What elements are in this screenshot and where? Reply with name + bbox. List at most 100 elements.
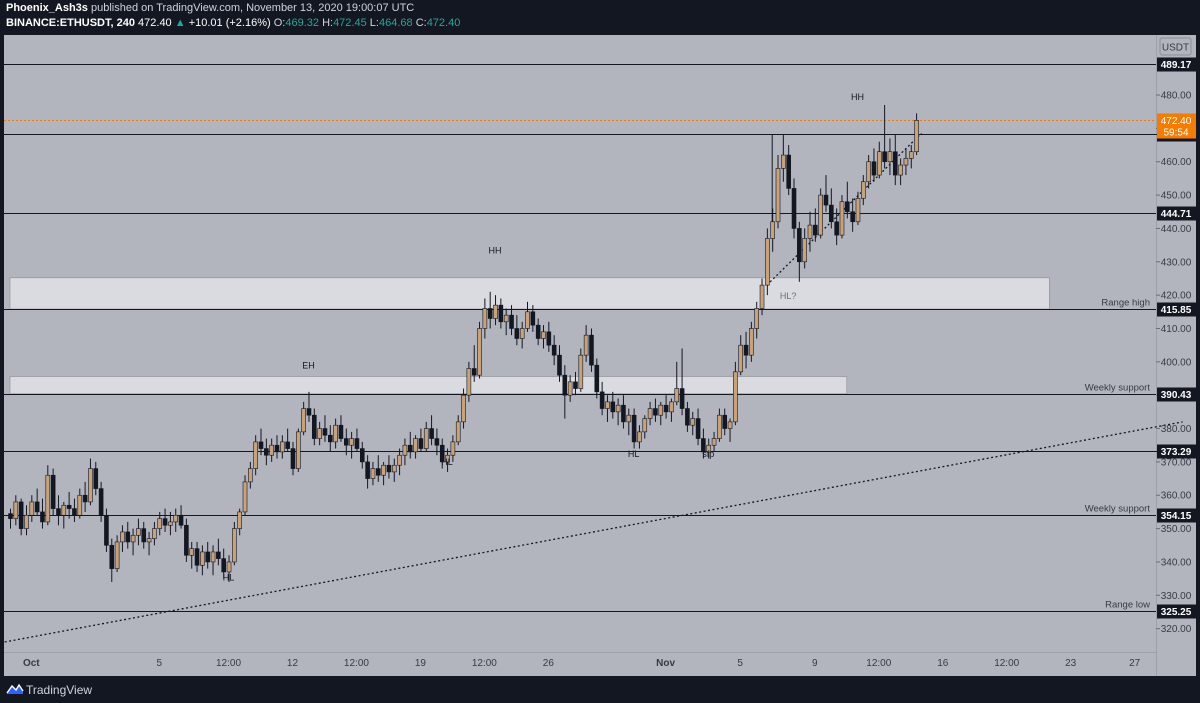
candle-body[interactable]	[418, 438, 424, 449]
candle-body[interactable]	[509, 314, 514, 329]
candle-body[interactable]	[210, 551, 216, 563]
annotation-label[interactable]: HH	[489, 245, 502, 255]
candle-body[interactable]	[674, 388, 680, 403]
candle-body[interactable]	[386, 464, 392, 473]
candle-body[interactable]	[338, 424, 344, 439]
candle-body[interactable]	[493, 304, 498, 319]
candle-body[interactable]	[88, 468, 93, 503]
candle-body[interactable]	[226, 561, 232, 573]
candle-body[interactable]	[535, 324, 541, 339]
candle-body[interactable]	[850, 211, 855, 223]
candle-body[interactable]	[807, 224, 813, 239]
candle-body[interactable]	[711, 438, 717, 446]
candle-body[interactable]	[855, 198, 861, 223]
candle-body[interactable]	[898, 164, 903, 176]
candle-body[interactable]	[679, 388, 685, 409]
candle-body[interactable]	[706, 444, 712, 453]
candle-body[interactable]	[642, 418, 648, 433]
candle-body[interactable]	[626, 414, 632, 423]
candle-body[interactable]	[216, 551, 221, 559]
candle-body[interactable]	[882, 151, 887, 163]
annotation-label[interactable]: HH	[851, 92, 864, 102]
candle-body[interactable]	[130, 534, 136, 543]
time-axis[interactable]: Oct 5 12:00 12 12:00 19 12:00 26 Nov 5 9 12:00 16 12:…	[23, 658, 1141, 669]
candle-body[interactable]	[749, 328, 754, 356]
candle-body[interactable]	[173, 514, 179, 523]
candle-body[interactable]	[232, 528, 237, 563]
candle-body[interactable]	[439, 444, 445, 463]
currency-button[interactable]	[1159, 37, 1192, 56]
candle-body[interactable]	[871, 161, 877, 176]
candle-body[interactable]	[29, 501, 35, 516]
candle-body[interactable]	[860, 181, 866, 199]
candle-body[interactable]	[717, 414, 722, 439]
candle-body[interactable]	[136, 528, 141, 536]
candle-body[interactable]	[908, 151, 914, 159]
candle-body[interactable]	[301, 408, 306, 433]
candle-body[interactable]	[296, 431, 301, 469]
candle-body[interactable]	[573, 381, 578, 389]
candle-body[interactable]	[530, 311, 536, 326]
candle-body[interactable]	[168, 521, 173, 526]
candle-body[interactable]	[770, 221, 775, 239]
candle-body[interactable]	[567, 381, 573, 396]
candle-body[interactable]	[306, 408, 312, 416]
candle-body[interactable]	[487, 308, 493, 319]
candle-body[interactable]	[551, 344, 557, 356]
candle-body[interactable]	[914, 120, 919, 153]
candle-body[interactable]	[434, 438, 440, 446]
candle-body[interactable]	[359, 448, 365, 463]
candle-body[interactable]	[759, 284, 765, 309]
candle-body[interactable]	[152, 528, 157, 539]
annotation-label[interactable]: sfp	[702, 449, 714, 459]
candle-body[interactable]	[354, 438, 360, 449]
candle-body[interactable]	[461, 394, 466, 423]
candle-body[interactable]	[866, 161, 871, 183]
candle-body[interactable]	[93, 468, 99, 489]
candle-body[interactable]	[578, 354, 584, 389]
candle-body[interactable]	[722, 414, 728, 429]
candle-body[interactable]	[237, 511, 242, 529]
candle-body[interactable]	[290, 448, 296, 469]
candle-body[interactable]	[205, 551, 211, 563]
candle-body[interactable]	[631, 414, 637, 443]
candle-body[interactable]	[391, 464, 397, 473]
candle-body[interactable]	[77, 494, 83, 516]
candle-body[interactable]	[429, 428, 434, 439]
candle-body[interactable]	[834, 221, 839, 236]
candle-body[interactable]	[146, 538, 152, 543]
candle-body[interactable]	[194, 548, 200, 566]
candle-body[interactable]	[615, 404, 621, 413]
candle-body[interactable]	[56, 508, 61, 516]
candle-body[interactable]	[365, 461, 370, 479]
candle-body[interactable]	[775, 168, 781, 223]
candle-body[interactable]	[18, 501, 24, 529]
candle-body[interactable]	[823, 194, 829, 206]
candle-body[interactable]	[24, 514, 29, 529]
candle-body[interactable]	[104, 514, 109, 546]
candle-body[interactable]	[663, 404, 669, 413]
candle-body[interactable]	[541, 331, 546, 339]
candle-body[interactable]	[162, 518, 168, 526]
candle-body[interactable]	[248, 468, 253, 483]
candle-body[interactable]	[647, 408, 653, 419]
candle-body[interactable]	[637, 431, 642, 443]
candle-body[interactable]	[141, 528, 147, 543]
candle-body[interactable]	[258, 441, 264, 449]
candle-body[interactable]	[797, 228, 802, 263]
candle-body[interactable]	[477, 328, 482, 376]
candle-body[interactable]	[738, 344, 744, 373]
candle-body[interactable]	[285, 441, 290, 449]
candle-body[interactable]	[349, 438, 354, 446]
candle-body[interactable]	[269, 444, 274, 456]
candle-body[interactable]	[887, 151, 893, 163]
candle-body[interactable]	[280, 441, 285, 453]
candle-body[interactable]	[599, 391, 605, 409]
candle-body[interactable]	[562, 374, 568, 396]
candle-body[interactable]	[98, 488, 104, 516]
candle-body[interactable]	[876, 151, 882, 176]
candle-body[interactable]	[407, 444, 413, 453]
candle-body[interactable]	[413, 438, 418, 453]
zone-box[interactable]	[9, 376, 848, 395]
candle-body[interactable]	[322, 428, 328, 436]
